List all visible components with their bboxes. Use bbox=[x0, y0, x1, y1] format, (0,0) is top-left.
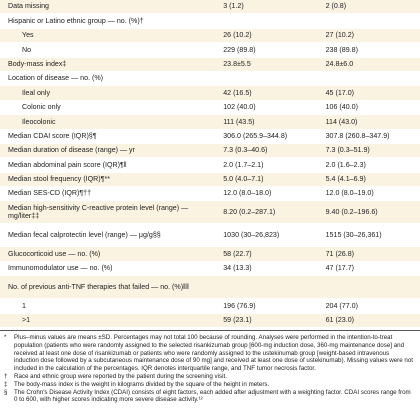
footnote: * Plus–minus values are means ±SD. Percen… bbox=[4, 334, 414, 373]
cell-value: 27 (10.2) bbox=[317, 28, 420, 44]
group-header: Hispanic or Latino ethnic group — no. (%… bbox=[0, 13, 420, 29]
cell-value: 1515 (30–26,361) bbox=[317, 223, 420, 248]
row-label: Body-mass index‡ bbox=[0, 57, 216, 72]
row-label: Median fecal calprotectin level (range) … bbox=[0, 223, 216, 248]
table-row: Yes 26 (10.2) 27 (10.2) bbox=[0, 28, 420, 44]
table-row: Data missing 3 (1.2) 2 (0.8) bbox=[0, 0, 420, 15]
cell-value: 111 (43.5) bbox=[215, 114, 318, 130]
cell-value: 7.3 (0.3–51.9) bbox=[317, 143, 420, 159]
group-header: No. of previous anti-TNF therapies that … bbox=[0, 275, 420, 300]
row-label: Median stool frequency (IQR)¶** bbox=[0, 172, 216, 188]
row-label: Ileocolonic bbox=[0, 114, 216, 130]
group-label: Location of disease — no. (%) bbox=[0, 71, 420, 87]
cell-value: 8.20 (0.2–287.1) bbox=[215, 200, 318, 225]
table-row: Colonic only 102 (40.0) 106 (40.0) bbox=[0, 100, 420, 116]
cell-value: 61 (23.0) bbox=[317, 313, 420, 329]
cell-value: 114 (43.0) bbox=[317, 114, 420, 130]
cell-value: 59 (23.1) bbox=[215, 313, 318, 329]
table-row: Median high-sensitivity C-reactive prote… bbox=[0, 200, 420, 225]
cell-value: 204 (77.0) bbox=[317, 298, 420, 314]
footnote-text: The Crohn's Disease Activity Index (CDAI… bbox=[14, 388, 411, 404]
footnote-symbol: § bbox=[4, 388, 8, 396]
row-label: Median SES-CD (IQR)¶†† bbox=[0, 186, 216, 202]
table-row: Median CDAI score (IQR)§¶ 306.0 (265.9–34… bbox=[0, 129, 420, 144]
group-header: Location of disease — no. (%) bbox=[0, 71, 420, 87]
table-row: >1 59 (23.1) 61 (23.0) bbox=[0, 313, 420, 329]
cell-value: 34 (13.3) bbox=[215, 261, 318, 277]
cell-value: 307.8 (260.8–347.9) bbox=[317, 129, 420, 144]
table-row: Median fecal calprotectin level (range) … bbox=[0, 223, 420, 248]
row-label: Median high-sensitivity C-reactive prote… bbox=[0, 200, 216, 225]
row-label: Yes bbox=[0, 28, 216, 44]
cell-value: 2.0 (1.6–2.3) bbox=[317, 157, 420, 173]
cell-value: 26 (10.2) bbox=[215, 28, 318, 44]
cell-value: 24.8±6.0 bbox=[317, 57, 420, 72]
row-label: No bbox=[0, 42, 216, 58]
table-rule bbox=[0, 330, 420, 332]
cell-value: 5.0 (4.0–7.1) bbox=[215, 172, 318, 188]
row-label: Median CDAI score (IQR)§¶ bbox=[0, 129, 216, 144]
characteristics-table: Data missing 3 (1.2) 2 (0.8) Hispanic or La… bbox=[0, 0, 420, 329]
row-label: Ileal only bbox=[0, 85, 216, 101]
cell-value: 47 (17.7) bbox=[317, 261, 420, 277]
row-label: Data missing bbox=[0, 0, 216, 15]
row-label: Median duration of disease (range) — yr bbox=[0, 143, 216, 159]
footnote-symbol: † bbox=[4, 373, 8, 381]
table-row: Median duration of disease (range) — yr 7… bbox=[0, 143, 420, 159]
footnote-text: Plus–minus values are means ±SD. Percent… bbox=[14, 334, 413, 373]
table-row: Ileal only 42 (16.5) 45 (17.0) bbox=[0, 85, 420, 101]
group-label: Hispanic or Latino ethnic group — no. (%… bbox=[0, 13, 420, 29]
group-label: No. of previous anti-TNF therapies that … bbox=[0, 275, 420, 300]
row-label: 1 bbox=[0, 298, 216, 314]
cell-value: 58 (22.7) bbox=[215, 246, 318, 262]
cell-value: 7.3 (0.3–40.6) bbox=[215, 143, 318, 159]
footnote-symbol: ‡ bbox=[4, 380, 8, 388]
cell-value: 5.4 (4.1–6.9) bbox=[317, 172, 420, 188]
table-row: Ileocolonic 111 (43.5) 114 (43.0) bbox=[0, 114, 420, 130]
cell-value: 106 (40.0) bbox=[317, 100, 420, 116]
cell-value: 12.0 (8.0–19.0) bbox=[317, 186, 420, 202]
table-row: Median SES-CD (IQR)¶†† 12.0 (8.0–18.0) 12.… bbox=[0, 186, 420, 202]
cell-value: 23.8±5.5 bbox=[215, 57, 318, 72]
row-label: Glucocorticoid use — no. (%) bbox=[0, 246, 216, 262]
cell-value: 42 (16.5) bbox=[215, 85, 318, 101]
cell-value: 3 (1.2) bbox=[215, 0, 318, 15]
footnote: § The Crohn's Disease Activity Index (CDA… bbox=[4, 389, 414, 405]
cell-value: 71 (26.8) bbox=[317, 246, 420, 262]
cell-value: 229 (89.8) bbox=[215, 42, 318, 58]
cell-value: 238 (89.8) bbox=[317, 42, 420, 58]
cell-value: 102 (40.0) bbox=[215, 100, 318, 116]
cell-value: 12.0 (8.0–18.0) bbox=[215, 186, 318, 202]
cell-value: 2.0 (1.7–2.1) bbox=[215, 157, 318, 173]
footnote: ‡ The body-mass index is the weight in ki… bbox=[4, 381, 414, 389]
cell-value: 196 (76.9) bbox=[215, 298, 318, 314]
cell-value: 1030 (30–26,823) bbox=[215, 223, 318, 248]
cell-value: 2 (0.8) bbox=[317, 0, 420, 15]
row-label: Median abdominal pain score (IQR)¶‖ bbox=[0, 157, 216, 173]
table-row: Immunomodulator use — no. (%) 34 (13.3) 47… bbox=[0, 261, 420, 277]
table-row: Body-mass index‡ 23.8±5.5 24.8±6.0 bbox=[0, 57, 420, 72]
table-row: Median abdominal pain score (IQR)¶‖ 2.0 (… bbox=[0, 157, 420, 173]
table-row: No 229 (89.8) 238 (89.8) bbox=[0, 42, 420, 58]
row-label: Immunomodulator use — no. (%) bbox=[0, 261, 216, 277]
row-label: Colonic only bbox=[0, 100, 216, 116]
cell-value: 306.0 (265.9–344.8) bbox=[215, 129, 318, 144]
table-row: Median stool frequency (IQR)¶** 5.0 (4.0–… bbox=[0, 172, 420, 188]
footnote-text: The body-mass index is the weight in kil… bbox=[14, 380, 270, 388]
footnote: † Race and ethnic group were reported by … bbox=[4, 373, 414, 381]
row-label: >1 bbox=[0, 313, 216, 329]
table-row: 1 196 (76.9) 204 (77.0) bbox=[0, 298, 420, 314]
footnote-text: Race and ethnic group were reported by t… bbox=[14, 373, 227, 381]
cell-value: 45 (17.0) bbox=[317, 85, 420, 101]
footnote-symbol: * bbox=[4, 334, 7, 342]
footnotes: * Plus–minus values are means ±SD. Percen… bbox=[0, 331, 420, 404]
table-row: Glucocorticoid use — no. (%) 58 (22.7) 71 … bbox=[0, 246, 420, 262]
cell-value: 9.40 (0.2–196.6) bbox=[317, 200, 420, 225]
